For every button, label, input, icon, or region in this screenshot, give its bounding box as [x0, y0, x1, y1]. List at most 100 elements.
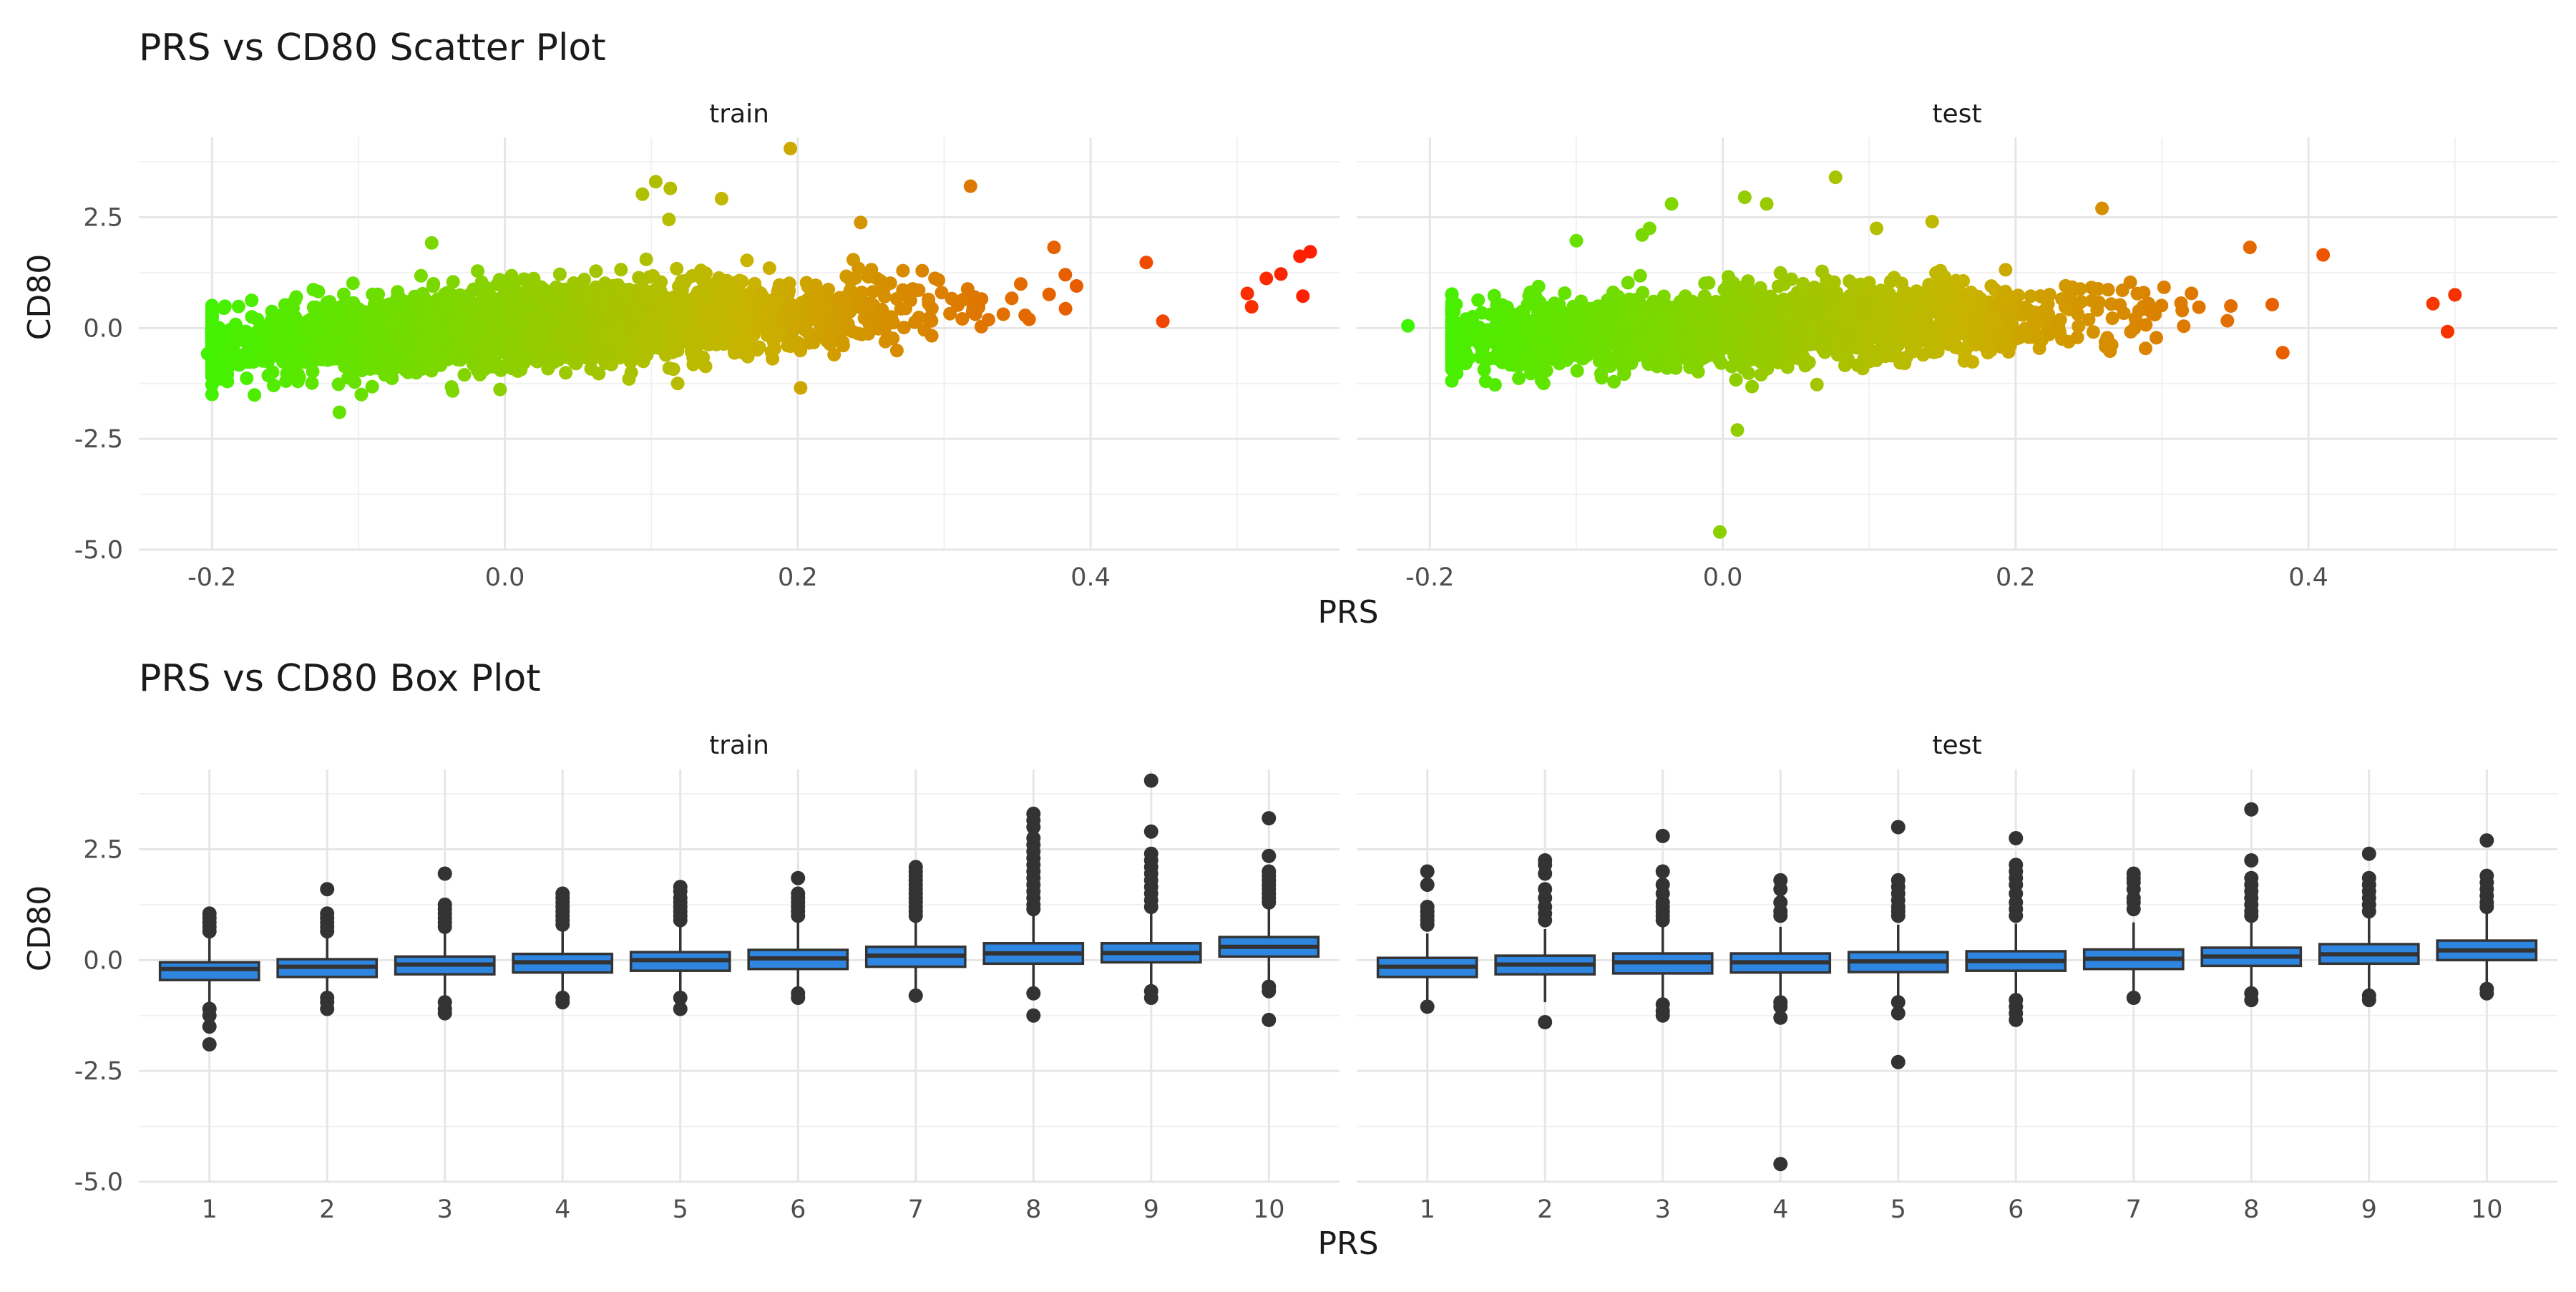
scatter-point	[1981, 346, 1995, 359]
scatter-point	[1018, 309, 1032, 322]
scatter-point	[1621, 276, 1635, 290]
scatter-strip-train: train	[709, 99, 769, 129]
scatter-point	[484, 360, 497, 374]
scatter-point	[262, 369, 275, 382]
scatter-point	[245, 293, 258, 307]
scatter-point	[333, 406, 346, 419]
scatter-point	[670, 262, 683, 276]
scatter-point	[2034, 290, 2048, 303]
scatter-point	[1005, 291, 1019, 305]
scatter-point	[841, 317, 855, 331]
scatter-point	[629, 341, 643, 354]
scatter-point	[811, 329, 825, 343]
scatter-point	[1662, 351, 1676, 365]
scatter-point	[766, 352, 779, 366]
scatter-point	[686, 358, 700, 371]
scatter-point	[1543, 344, 1557, 357]
scatter-point	[807, 295, 821, 309]
scatter-point	[1259, 272, 1273, 286]
scatter-point	[323, 334, 337, 348]
scatter-x-tick-label: 0.4	[2288, 563, 2328, 592]
scatter-point	[1241, 287, 1254, 301]
scatter-point	[1772, 280, 1785, 293]
scatter-point	[450, 352, 464, 366]
scatter-point	[1014, 277, 1028, 291]
scatter-point	[341, 321, 355, 335]
scatter-point	[605, 358, 618, 371]
scatter-point	[272, 347, 286, 361]
scatter-point	[736, 275, 749, 288]
scatter-point	[446, 384, 459, 398]
scatter-point	[1618, 366, 1631, 380]
scatter-point	[1722, 270, 1735, 283]
scatter-point	[668, 321, 681, 334]
scatter-point	[864, 263, 878, 276]
scatter-point	[614, 263, 628, 276]
scatter-point	[1139, 256, 1153, 269]
scatter-point	[346, 276, 360, 290]
scatter-point	[496, 322, 509, 336]
scatter-point	[628, 311, 642, 324]
scatter-point	[640, 253, 653, 266]
scatter-point	[2192, 301, 2206, 314]
scatter-point	[283, 323, 296, 336]
scatter-x-tick-label: 0.2	[1996, 563, 2036, 592]
scatter-point	[286, 354, 300, 368]
scatter-point	[623, 372, 636, 386]
scatter-point	[721, 280, 735, 293]
scatter-point	[584, 308, 597, 321]
scatter-point	[1729, 373, 1743, 387]
scatter-point	[1838, 359, 1852, 372]
scatter-point	[997, 308, 1010, 321]
scatter-point	[693, 331, 707, 345]
scatter-point	[2139, 341, 2152, 355]
scatter-point	[535, 320, 548, 334]
scatter-point	[909, 283, 923, 297]
scatter-point	[1445, 374, 1459, 388]
scatter-point	[566, 329, 580, 343]
scatter-point	[575, 344, 589, 357]
scatter-point	[414, 336, 428, 349]
scatter-point	[2265, 298, 2279, 311]
scatter-point	[951, 298, 965, 312]
scatter-point	[578, 291, 592, 304]
scatter-point	[653, 335, 666, 349]
scatter-point	[414, 269, 428, 283]
scatter-point	[1634, 269, 1647, 283]
scatter-point	[559, 366, 572, 379]
scatter-point	[658, 296, 671, 310]
scatter-point	[2276, 346, 2290, 359]
scatter-point	[523, 319, 537, 332]
scatter-point	[1048, 241, 1061, 254]
scatter-point	[1958, 354, 1971, 368]
scatter-point	[1479, 374, 1493, 388]
scatter-point	[2155, 298, 2168, 312]
scatter-point	[356, 336, 369, 349]
scatter-point	[854, 215, 867, 229]
scatter-point	[597, 314, 610, 327]
scatter-point	[772, 282, 786, 296]
scatter-point	[646, 269, 660, 283]
scatter-point	[344, 304, 358, 318]
scatter-point	[2087, 325, 2100, 339]
scatter-point	[411, 306, 424, 320]
scatter-point	[409, 366, 423, 379]
scatter-point	[1956, 274, 1970, 288]
scatter-point	[425, 236, 439, 250]
scatter-point	[823, 337, 836, 351]
scatter-point	[381, 300, 395, 314]
scatter-point	[648, 320, 661, 334]
scatter-point	[2175, 296, 2188, 310]
scatter-point	[967, 290, 981, 303]
scatter-point	[750, 293, 763, 307]
scatter-point	[975, 320, 988, 334]
scatter-point	[782, 314, 796, 328]
scatter-point	[820, 305, 834, 319]
scatter-point	[964, 180, 977, 193]
scatter-point	[864, 299, 877, 313]
scatter-point	[1478, 363, 1491, 377]
scatter-point	[218, 301, 231, 315]
